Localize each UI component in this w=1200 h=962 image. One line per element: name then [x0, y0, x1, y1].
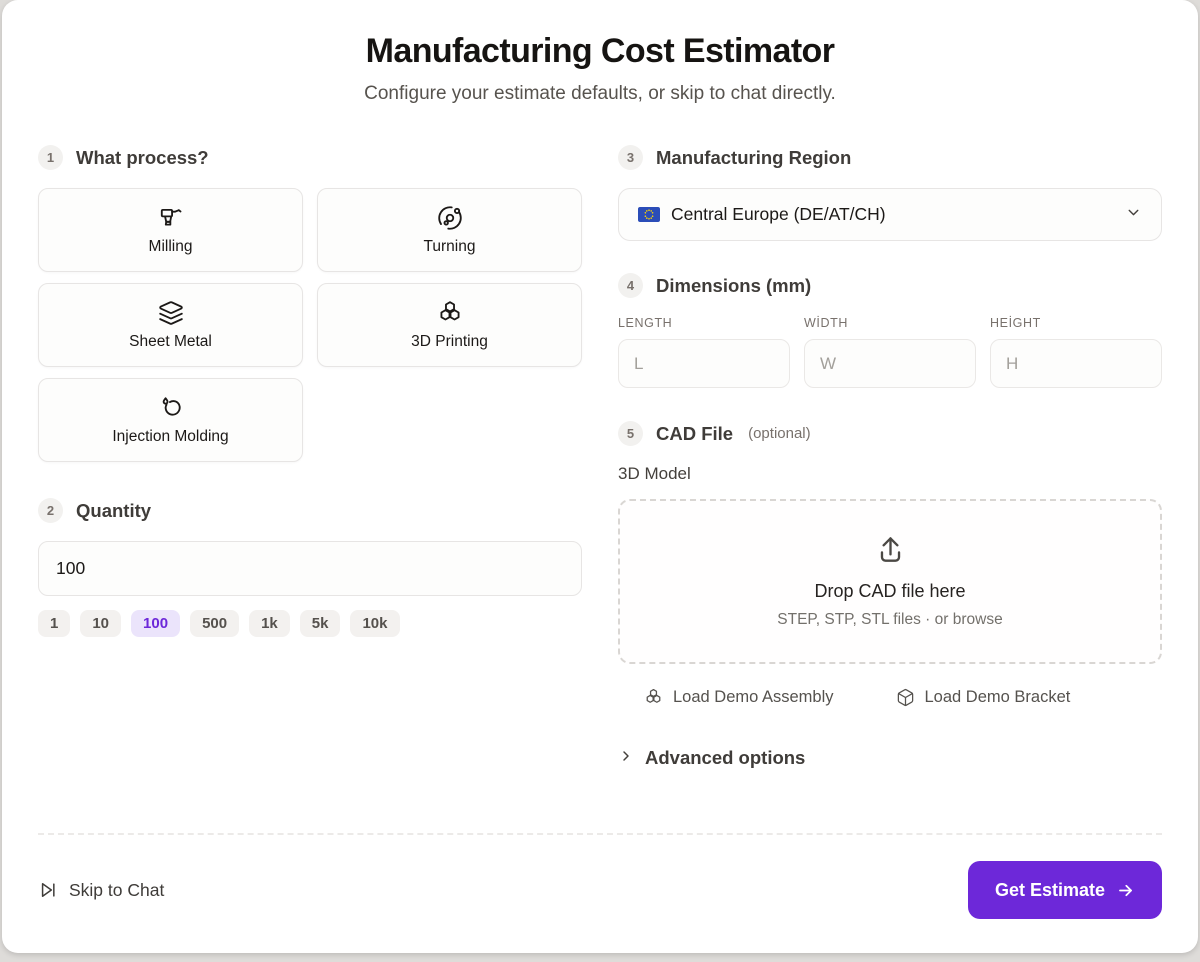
page-title: Manufacturing Cost Estimator: [365, 32, 835, 70]
process-section-title: What process?: [76, 146, 209, 168]
region-select[interactable]: Central Europe (DE/AT/CH): [618, 188, 1162, 241]
process-option-label: Injection Molding: [112, 427, 229, 445]
hexagons-icon: [439, 300, 460, 320]
width-label: WİDTH: [804, 316, 848, 330]
step-badge-2: 2: [38, 498, 63, 523]
width-field-group: WİDTH: [804, 316, 976, 388]
quantity-preset-1[interactable]: 1: [38, 610, 71, 637]
dimensions-section-header: 4 Dimensions (mm): [618, 273, 1162, 298]
arrow-right-icon: [1119, 884, 1132, 896]
process-option-turning[interactable]: Turning: [317, 188, 582, 272]
length-field-group: LENGTH: [618, 316, 790, 388]
height-field-group: HEİGHT: [990, 316, 1162, 388]
footer: Skip to Chat Get Estimate: [38, 861, 1162, 919]
load-demo-bracket-link[interactable]: Load Demo Bracket: [896, 688, 1071, 707]
region-selected-value: Central Europe (DE/AT/CH): [671, 204, 886, 224]
process-option-label: Turning: [423, 237, 476, 255]
skip-to-chat-label: Skip to Chat: [69, 879, 165, 900]
dialog-header: Manufacturing Cost Estimator Configure y…: [38, 32, 1162, 105]
step-badge-3: 3: [618, 145, 643, 170]
quantity-section-title: Quantity: [76, 499, 152, 521]
length-input[interactable]: [618, 339, 790, 388]
footer-divider: [38, 833, 1162, 835]
dimensions-section-title: Dimensions (mm): [656, 274, 812, 296]
demo-bracket-label: Load Demo Bracket: [924, 688, 1071, 706]
quantity-preset-100[interactable]: 100: [131, 610, 181, 637]
process-option-3d-printing[interactable]: 3D Printing: [317, 283, 582, 367]
form-grid: 1 What process? Milling: [38, 145, 1162, 769]
cad-dropzone[interactable]: Drop CAD file here STEP, STP, STL files …: [618, 499, 1162, 664]
left-column: 1 What process? Milling: [38, 145, 582, 769]
orbit-icon: [437, 205, 462, 230]
advanced-options-label: Advanced options: [645, 747, 806, 768]
layers-icon: [158, 300, 183, 325]
width-input[interactable]: [804, 339, 976, 388]
page-subtitle: Configure your estimate defaults, or ski…: [364, 83, 836, 104]
height-input[interactable]: [990, 339, 1162, 388]
process-options: Milling Turning: [38, 188, 582, 462]
upload-icon: [874, 534, 907, 572]
demo-links: Load Demo Assembly Load Demo Bracket: [618, 688, 1162, 707]
cad-section: 5 CAD File (optional) 3D Model Drop CAD …: [618, 421, 1162, 769]
cad-section-title: CAD File: [656, 422, 734, 444]
quantity-preset-10k[interactable]: 10k: [350, 610, 400, 637]
quantity-preset-10[interactable]: 10: [80, 610, 122, 637]
quantity-presets: 1 10 100 500 1k 5k 10k: [38, 610, 582, 637]
process-option-milling[interactable]: Milling: [38, 188, 303, 272]
chevron-down-icon: [1125, 204, 1142, 226]
quantity-preset-500[interactable]: 500: [190, 610, 240, 637]
quantity-input[interactable]: [38, 541, 582, 596]
chevron-right-icon: [618, 748, 634, 769]
process-option-label: 3D Printing: [411, 332, 488, 350]
process-section-header: 1 What process?: [38, 145, 582, 170]
quantity-section-header: 2 Quantity: [38, 498, 582, 523]
demo-assembly-label: Load Demo Assembly: [673, 688, 834, 706]
process-option-label: Milling: [148, 237, 193, 255]
step-badge-5: 5: [618, 421, 643, 446]
dropzone-title: Drop CAD file here: [814, 581, 966, 601]
skip-forward-icon: [41, 883, 55, 897]
dimension-fields: LENGTH WİDTH HEİGHT: [618, 316, 1162, 388]
process-option-label: Sheet Metal: [129, 332, 212, 350]
cad-section-header: 5 CAD File (optional): [618, 421, 1162, 446]
load-demo-assembly-link[interactable]: Load Demo Assembly: [644, 688, 834, 707]
model-label: 3D Model: [618, 464, 691, 483]
skip-to-chat-button[interactable]: Skip to Chat: [38, 880, 164, 901]
get-estimate-label: Get Estimate: [994, 879, 1105, 900]
cad-optional-label: (optional): [748, 425, 811, 442]
length-label: LENGTH: [618, 316, 673, 330]
step-badge-1: 1: [38, 145, 63, 170]
region-section-title: Manufacturing Region: [656, 146, 852, 168]
droplet-icon: [162, 396, 181, 416]
right-column: 3 Manufacturing Region: [618, 145, 1162, 769]
box-icon: [897, 688, 913, 707]
height-label: HEİGHT: [990, 316, 1041, 330]
quantity-preset-5k[interactable]: 5k: [299, 610, 341, 637]
advanced-options-toggle[interactable]: Advanced options: [618, 747, 1162, 769]
drill-icon: [160, 208, 181, 226]
get-estimate-button[interactable]: Get Estimate: [967, 861, 1162, 919]
process-option-injection-molding[interactable]: Injection Molding: [38, 378, 303, 462]
dimensions-section: 4 Dimensions (mm) LENGTH WİDTH HEİGHT: [618, 273, 1162, 388]
eu-flag-icon: [638, 207, 660, 222]
step-badge-4: 4: [618, 273, 643, 298]
quantity-section: 2 Quantity 1 10 100 500 1k 5k 10k: [38, 498, 582, 637]
region-section-header: 3 Manufacturing Region: [618, 145, 1162, 170]
quantity-preset-1k[interactable]: 1k: [249, 610, 290, 637]
dropzone-subtitle: STEP, STP, STL files · or browse: [777, 611, 1003, 628]
process-option-sheet-metal[interactable]: Sheet Metal: [38, 283, 303, 367]
hexagons-icon: [646, 688, 661, 703]
